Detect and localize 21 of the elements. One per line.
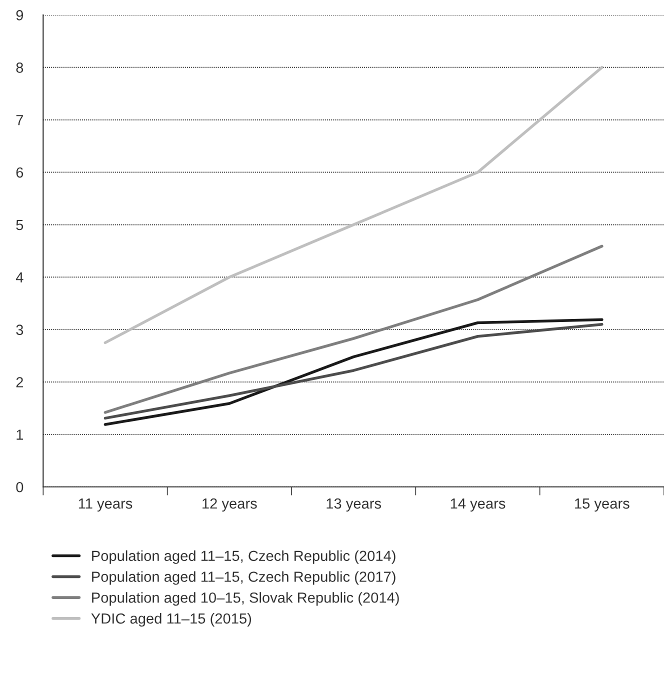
y-tick-label: 2 xyxy=(16,377,23,388)
y-tick-label: 9 xyxy=(16,10,24,20)
y-tick-label: 0 xyxy=(16,482,24,492)
y-tick-label: 5 xyxy=(16,220,24,230)
y-tick-label: 8 xyxy=(16,62,24,73)
x-tick-label: 11 years xyxy=(78,498,132,512)
y-tick-label: 4 xyxy=(16,272,24,282)
y-tick-label: 6 xyxy=(16,167,24,178)
y-tick-label: 1 xyxy=(16,430,24,440)
y-tick-label: 7 xyxy=(16,115,23,126)
x-tick-label: 12 years xyxy=(202,498,257,512)
y-tick-label: 3 xyxy=(16,324,24,335)
line-series xyxy=(104,244,604,414)
legend-label: Population aged 10–15, Slovak Republic (2014) xyxy=(92,592,399,606)
x-tick-label: 13 years xyxy=(326,498,382,512)
x-tick-label: 14 years xyxy=(450,498,506,512)
legend-label: Population aged 11–15, Czech Republic (2014) xyxy=(92,550,396,564)
x-tick-label: 15 years xyxy=(575,498,630,512)
legend-label: Population aged 11–15, Czech Republic (2017) xyxy=(92,571,396,585)
legend-label: YDIC aged 11–15 (2015) xyxy=(91,612,252,627)
line-series xyxy=(104,66,604,344)
